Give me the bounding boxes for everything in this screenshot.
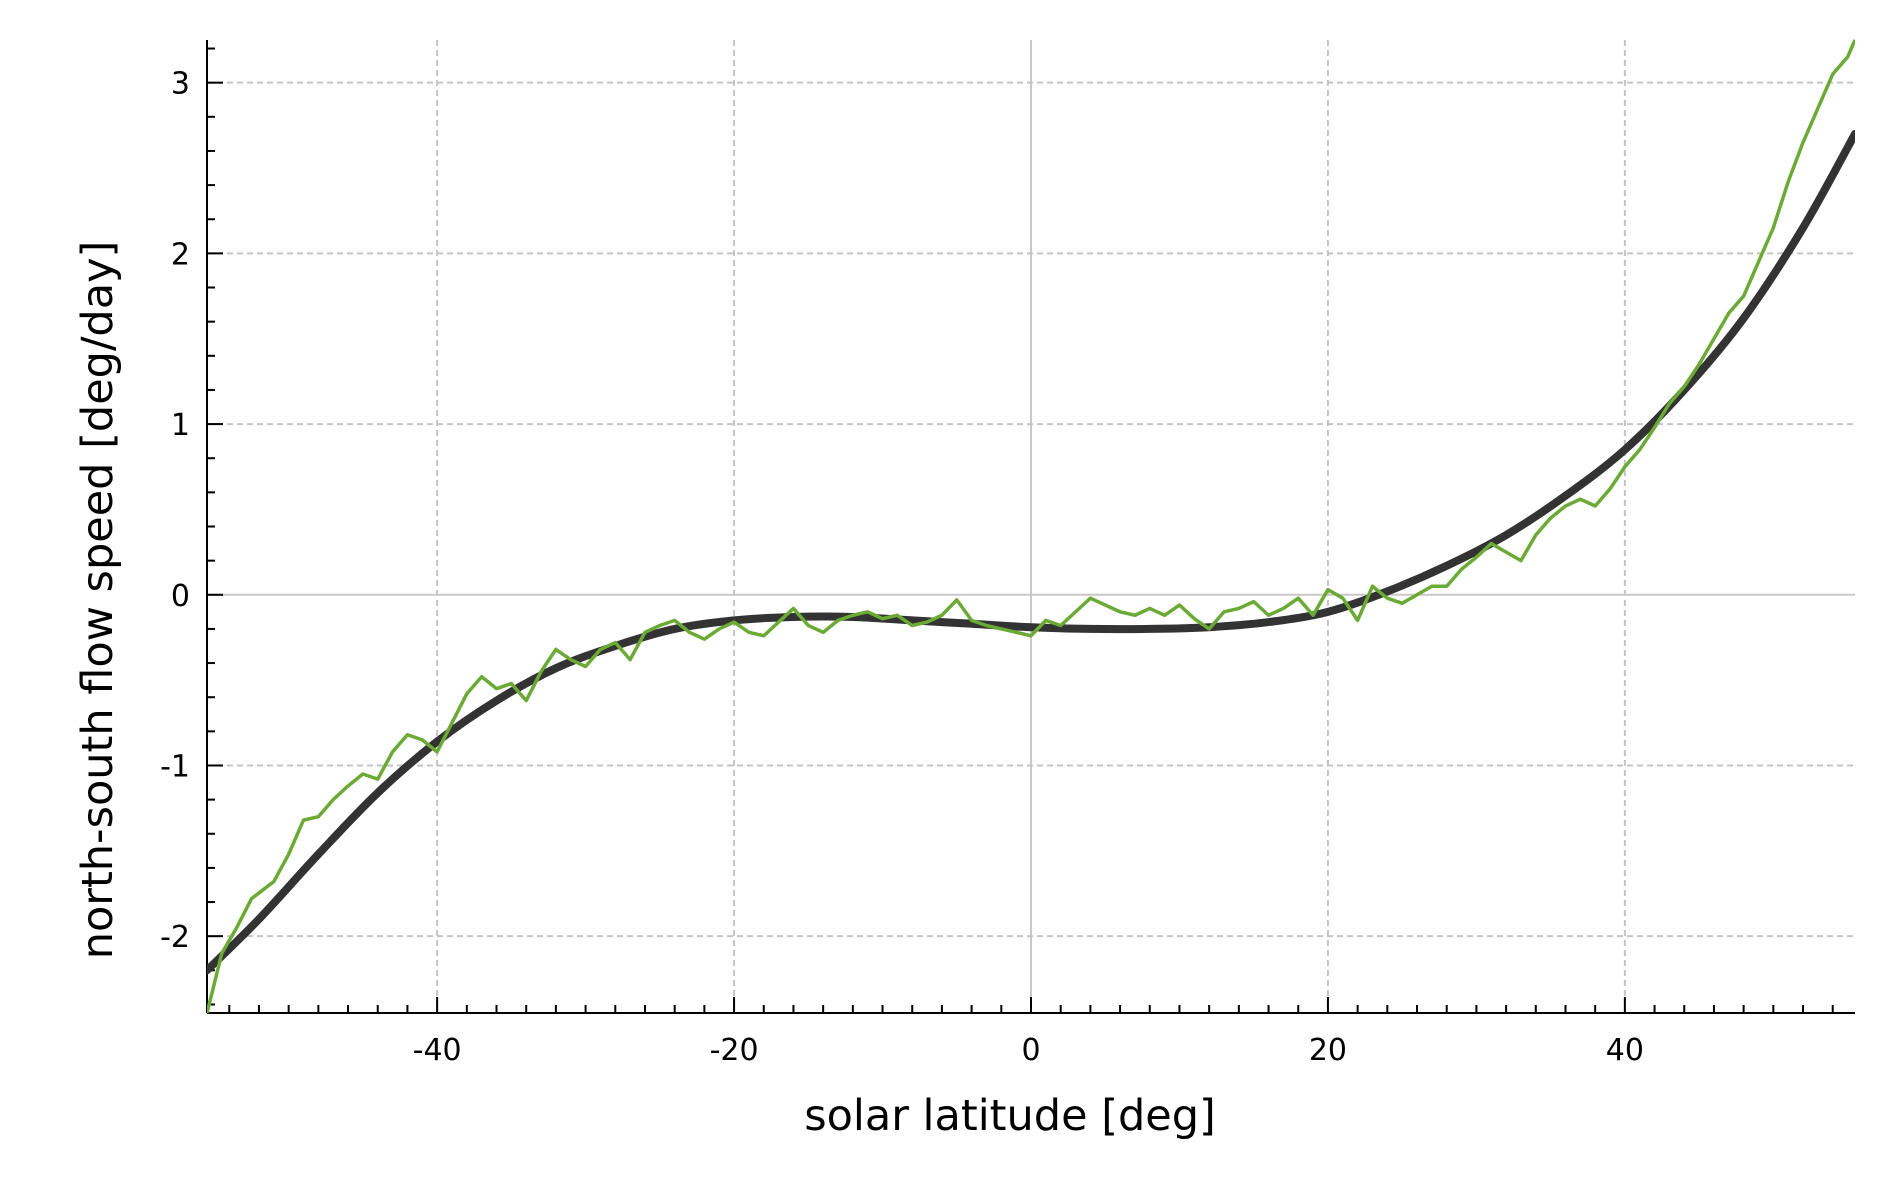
grid: [207, 40, 1855, 1013]
plot-area: [207, 39, 1855, 1013]
x-axis-title: solar latitude [deg]: [804, 1091, 1216, 1141]
x-tick-label: 20: [1309, 1033, 1347, 1068]
y-tick-label: 1: [171, 408, 190, 443]
measured-series-line: [207, 39, 1855, 1013]
y-tick-label: -1: [160, 749, 190, 784]
tick-labels: -40 -20 0 20 40 -2 -1 0 1 2 3: [160, 67, 1644, 1068]
y-tick-label: 0: [171, 579, 190, 614]
ticks: [207, 47, 1834, 1013]
y-tick-label: 2: [171, 237, 190, 272]
y-tick-label: 3: [171, 67, 190, 102]
fit-curve: [207, 129, 1855, 975]
x-tick-label: 40: [1606, 1033, 1644, 1068]
x-tick-label: -20: [710, 1033, 759, 1068]
y-tick-label: -2: [160, 920, 190, 955]
x-tick-label: 0: [1021, 1033, 1040, 1068]
y-axis-title: north-south flow speed [deg/day]: [73, 241, 123, 960]
x-tick-label: -40: [413, 1033, 462, 1068]
